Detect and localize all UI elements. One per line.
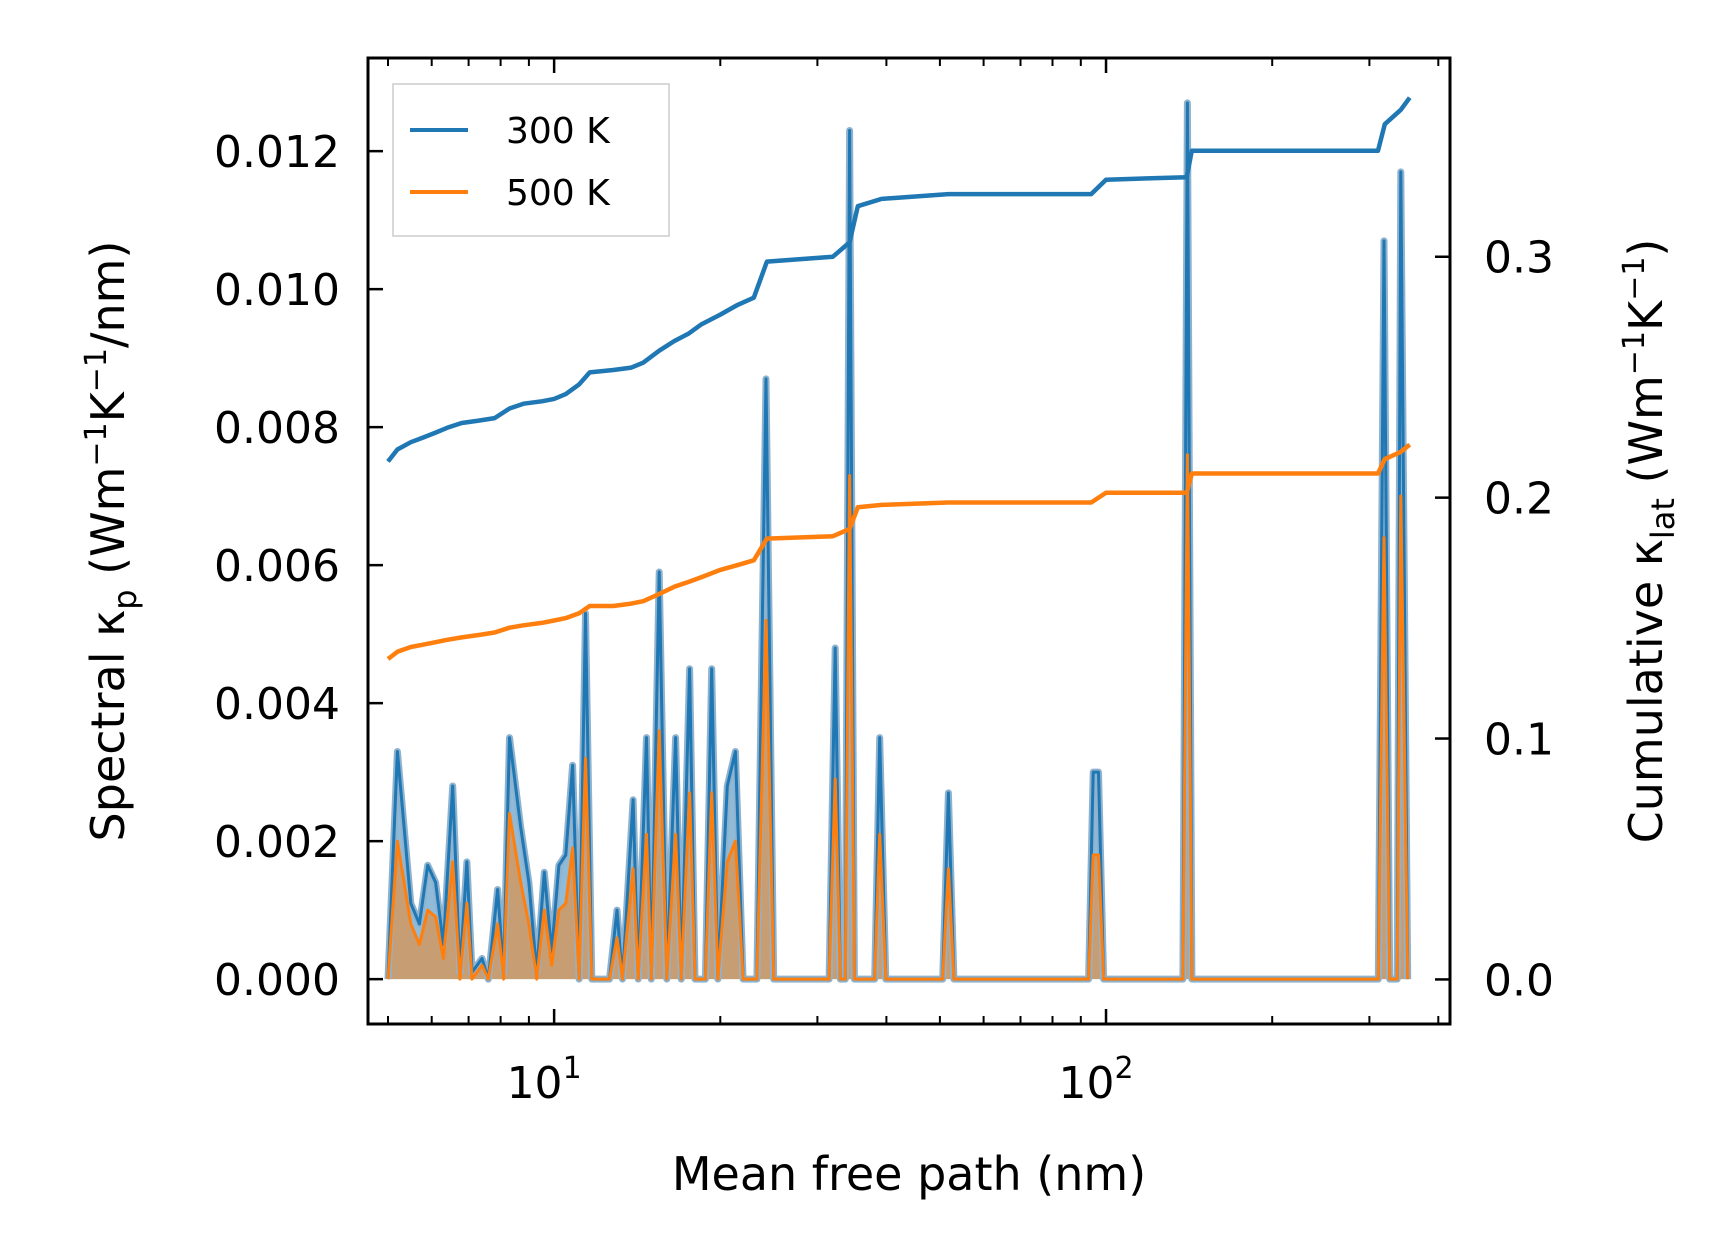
left-y-label-sup1: −1 <box>79 422 114 466</box>
left-y-label-sup2: −1 <box>79 348 114 392</box>
cumulative-line-300k <box>386 96 1412 463</box>
legend-label-300k: 300 K <box>506 111 611 152</box>
x-tick-label: 102 <box>1058 1051 1133 1109</box>
legend: 300 K 500 K <box>392 83 670 237</box>
right-y-label-unit-mid: K <box>1619 299 1673 331</box>
right-y-label-unit-post: ) <box>1619 239 1673 257</box>
x-tick-label: 101 <box>507 1051 582 1109</box>
left-y-tick-label: 0.006 <box>214 541 340 592</box>
right-y-tick-label: 0.1 <box>1484 715 1554 766</box>
right-y-label-sup2: −1 <box>1617 257 1652 301</box>
right-y-tick-label: 0.2 <box>1484 474 1554 525</box>
right-y-label-sup1: −1 <box>1617 331 1652 375</box>
plot-frame <box>366 56 1452 1026</box>
right-y-tick-label: 0.0 <box>1484 955 1554 1006</box>
left-y-label-unit-pre: (Wm <box>81 467 135 590</box>
legend-label-500k: 500 K <box>506 173 611 214</box>
axis-ticks: 101 1020.0000.0020.0040.0060.0080.0100.01… <box>214 58 1554 1109</box>
left-y-axis-label: Spectral κp (Wm−1K−1/nm) <box>79 241 144 842</box>
cumulative-line-500k <box>386 442 1412 661</box>
left-y-tick-label: 0.000 <box>214 955 340 1006</box>
left-y-tick-label: 0.010 <box>214 265 340 316</box>
left-y-label-main: Spectral κ <box>81 610 135 842</box>
left-y-label-unit-mid: K <box>81 390 135 422</box>
x-tick-label-exp: 1 <box>563 1051 582 1086</box>
left-y-tick-label: 0.008 <box>214 403 340 454</box>
left-y-label-sub: p <box>106 589 144 609</box>
right-y-label-sub: lat <box>1644 498 1682 539</box>
right-y-tick-label: 0.3 <box>1484 233 1554 284</box>
x-tick-label-base: 10 <box>507 1058 563 1109</box>
plot-area <box>384 96 1412 983</box>
x-tick-label-base: 10 <box>1058 1058 1114 1109</box>
right-y-axis-label: Cumulative κlat (Wm−1K−1) <box>1617 239 1682 844</box>
x-axis-label: Mean free path (nm) <box>672 1147 1146 1201</box>
spectral-line-500k <box>386 453 1410 981</box>
legend-frame <box>392 83 670 237</box>
right-y-label-main: Cumulative κ <box>1619 539 1673 843</box>
left-y-tick-label: 0.004 <box>214 679 340 730</box>
left-y-tick-label: 0.002 <box>214 817 340 868</box>
right-y-label-unit-pre: (Wm <box>1619 375 1673 498</box>
left-y-label-unit-post: /nm) <box>81 241 135 348</box>
x-tick-label-exp: 2 <box>1114 1051 1133 1086</box>
left-y-tick-label: 0.012 <box>214 127 340 178</box>
